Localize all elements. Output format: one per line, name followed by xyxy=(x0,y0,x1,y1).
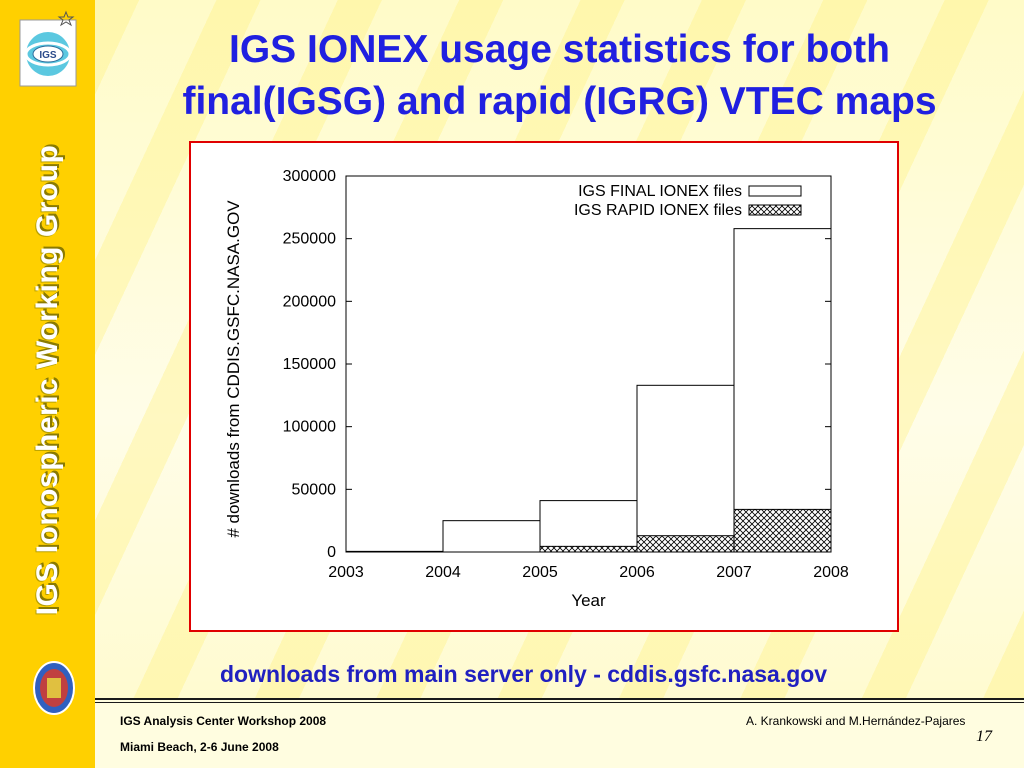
x-axis-label: Year xyxy=(571,591,606,610)
logo-text: IGS xyxy=(39,50,57,61)
bar-final-2006 xyxy=(636,384,735,553)
footer-divider-thin xyxy=(95,702,1024,703)
legend-swatch xyxy=(748,204,802,216)
side-group-title: IGS Ionospheric Working Group xyxy=(31,144,64,616)
x-tick-label: 2008 xyxy=(813,564,849,581)
y-tick-label: 200000 xyxy=(283,293,336,310)
footer-workshop: IGS Analysis Center Workshop 2008 xyxy=(120,714,327,728)
bar-rapid-2007 xyxy=(733,508,832,553)
bar-final-2007 xyxy=(733,228,832,553)
bar-chart: 0 50000 100000 150000 200000 250000 300000 2003… xyxy=(224,168,849,610)
chart-frame: 0 50000 100000 150000 200000 250000 300000 2003… xyxy=(189,141,899,632)
x-tick-label: 2003 xyxy=(328,564,364,581)
slide-title: IGS IONEX usage statistics for both fina… xyxy=(95,24,1024,128)
x-tick-label: 2004 xyxy=(425,564,461,581)
legend-swatch xyxy=(748,185,802,197)
x-tick-label: 2007 xyxy=(716,564,752,581)
x-tick-label: 2005 xyxy=(522,564,558,581)
footer-authors: A. Krankowski and M.Hernández-Pajares xyxy=(746,714,966,728)
bar-rapid-2006 xyxy=(636,535,735,553)
y-tick-label: 250000 xyxy=(283,231,336,248)
page-number: 17 xyxy=(976,728,992,745)
y-tick-label: 300000 xyxy=(283,168,336,185)
bar-final-2004 xyxy=(442,520,541,553)
footer-divider xyxy=(95,698,1024,700)
legend-label: IGS FINAL IONEX files xyxy=(578,183,742,200)
bar-rapid-2005 xyxy=(539,545,638,553)
y-tick-label: 0 xyxy=(327,544,336,561)
footer-location: Miami Beach, 2-6 June 2008 xyxy=(120,740,279,754)
legend-label: IGS RAPID IONEX files xyxy=(574,202,742,219)
igs-logo: IGS xyxy=(19,10,77,87)
y-axis-label: # downloads from CDDIS.GSFC.NASA.GOV xyxy=(224,200,243,538)
y-tick-label: 50000 xyxy=(292,481,337,498)
bar-final-2005 xyxy=(539,500,638,553)
y-tick-label: 150000 xyxy=(283,356,336,373)
x-tick-label: 2006 xyxy=(619,564,655,581)
title-line-1: IGS IONEX usage statistics for both xyxy=(229,28,890,71)
chart-caption: downloads from main server only - cddis.… xyxy=(220,661,828,687)
title-line-2: final(IGSG) and rapid (IGRG) VTEC maps xyxy=(182,80,937,123)
y-tick-label: 100000 xyxy=(283,419,336,436)
seal-icon xyxy=(33,661,75,715)
side-bar: IGS IGS Ionospheric Working Group xyxy=(0,0,95,768)
